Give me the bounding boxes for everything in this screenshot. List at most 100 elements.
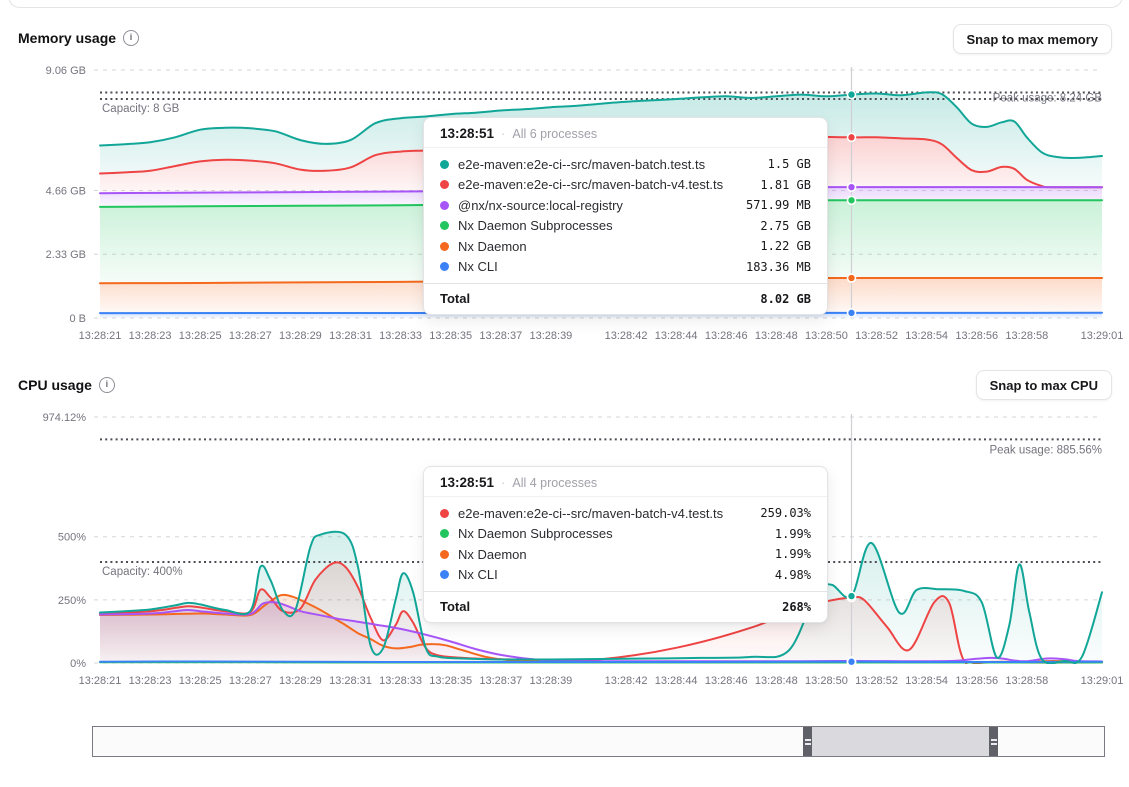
- tooltip-total-row: Total 268%: [424, 591, 827, 622]
- series-line-maven-batch-test: [99, 530, 1103, 664]
- x-axis-label: 13:28:56: [955, 675, 998, 687]
- process-name: Nx Daemon: [458, 238, 527, 254]
- x-axis-label: 13:28:39: [529, 330, 572, 342]
- cpu-info-icon[interactable]: i: [98, 377, 115, 393]
- tooltip-separator-dot: ·: [501, 126, 506, 141]
- x-axis-label: 13:28:39: [529, 675, 572, 687]
- tooltip-process-row: Nx CLI 4.98%: [440, 565, 811, 586]
- tooltip-header: 13:28:51 · All 6 processes: [424, 118, 827, 148]
- x-axis-label: 13:28:31: [329, 330, 372, 342]
- peak-usage-label: Peak usage: 885.56%: [989, 444, 1102, 456]
- x-axis-label: 13:28:35: [429, 330, 472, 342]
- tooltip-body: e2e-maven:e2e-ci--src/maven-batch-v4.tes…: [424, 497, 827, 591]
- series-color-bullet: [440, 529, 449, 539]
- series-color-bullet: [440, 221, 449, 231]
- tooltip-process-row: e2e-maven:e2e-ci--src/maven-batch-v4.tes…: [440, 175, 811, 196]
- x-axis-label: 13:28:29: [279, 675, 322, 687]
- process-value: 1.99%: [774, 526, 811, 541]
- tooltip-process-row: e2e-maven:e2e-ci--src/maven-batch.test.t…: [440, 154, 811, 175]
- x-axis-label: 13:28:27: [229, 675, 272, 687]
- hover-dot-maven-batch-test: [846, 591, 857, 601]
- hover-dot-cli: [846, 308, 857, 318]
- x-axis-label: 13:29:01: [1081, 675, 1124, 687]
- tooltip-process-row: Nx Daemon Subprocesses 1.99%: [440, 524, 811, 545]
- brush-handle-left[interactable]: [803, 727, 812, 756]
- series-color-bullet: [440, 159, 449, 169]
- x-axis-label: 13:28:23: [129, 330, 172, 342]
- series-line-cli: [99, 660, 1103, 663]
- x-axis-label: 13:28:35: [429, 675, 472, 687]
- top-card-bottom-edge: [8, 0, 1123, 8]
- x-axis-label: 13:28:37: [479, 675, 522, 687]
- y-axis-label: 4.66 GB: [46, 185, 86, 197]
- memory-hover-tooltip: 13:28:51 · All 6 processes e2e-maven:e2e-ci…: [423, 117, 828, 315]
- x-axis-label: 13:28:25: [179, 675, 222, 687]
- tooltip-process-row: Nx Daemon 1.99%: [440, 544, 811, 565]
- cpu-usage-header: CPU usage i: [18, 377, 115, 393]
- x-axis-label: 13:28:44: [655, 330, 698, 342]
- y-axis-label: 250%: [58, 595, 86, 607]
- brush-handle-right[interactable]: [989, 727, 998, 756]
- x-axis-label: 13:29:01: [1081, 330, 1124, 342]
- x-axis-label: 13:28:42: [605, 675, 648, 687]
- brush-selection[interactable]: [803, 727, 998, 756]
- series-color-bullet: [440, 241, 449, 251]
- tooltip-process-row: Nx CLI 183.36 MB: [440, 257, 811, 278]
- y-axis-label: 500%: [58, 532, 86, 544]
- snap-to-max-memory-button[interactable]: Snap to max memory: [952, 24, 1112, 54]
- hover-dot-local-registry: [846, 182, 857, 192]
- tooltip-header: 13:28:51 · All 4 processes: [424, 467, 827, 497]
- y-axis-label: 974.12%: [43, 412, 87, 424]
- x-axis-label: 13:28:42: [605, 330, 648, 342]
- tooltip-process-row: @nx/nx-source:local-registry 571.99 MB: [440, 195, 811, 216]
- x-axis-label: 13:28:48: [755, 675, 798, 687]
- total-label: Total: [440, 291, 471, 306]
- series-color-bullet: [440, 570, 449, 580]
- timeline-brush[interactable]: [92, 726, 1105, 757]
- y-axis-label: 0%: [70, 658, 86, 670]
- hover-dot-maven-batch-test: [846, 89, 857, 100]
- tooltip-time: 13:28:51: [440, 475, 495, 490]
- process-value: 1.81 GB: [760, 177, 811, 192]
- memory-usage-title: Memory usage: [18, 30, 117, 46]
- process-value: 183.36 MB: [745, 259, 811, 274]
- memory-info-icon[interactable]: i: [123, 30, 140, 46]
- series-color-bullet: [440, 200, 449, 210]
- snap-to-max-cpu-button[interactable]: Snap to max CPU: [975, 370, 1112, 400]
- x-axis-label: 13:28:33: [379, 675, 422, 687]
- total-label: Total: [440, 599, 471, 614]
- hover-dot-cli: [846, 656, 857, 667]
- process-value: 1.99%: [774, 547, 811, 562]
- x-axis-label: 13:28:44: [655, 675, 698, 687]
- x-axis-label: 13:28:37: [479, 330, 522, 342]
- x-axis-label: 13:28:23: [129, 675, 172, 687]
- process-name: Nx Daemon: [458, 546, 527, 562]
- tooltip-scope: All 4 processes: [512, 475, 598, 490]
- y-axis-label: 2.33 GB: [46, 249, 86, 261]
- process-value: 4.98%: [774, 567, 811, 582]
- x-axis-label: 13:28:25: [179, 330, 222, 342]
- tooltip-process-row: Nx Daemon Subprocesses 2.75 GB: [440, 216, 811, 237]
- process-name: Nx CLI: [458, 567, 498, 583]
- x-axis-label: 13:28:52: [855, 330, 898, 342]
- x-axis-label: 13:28:46: [705, 675, 748, 687]
- x-axis-label: 13:28:21: [79, 330, 122, 342]
- x-axis-label: 13:28:31: [329, 675, 372, 687]
- tooltip-scope: All 6 processes: [512, 126, 598, 141]
- tooltip-separator-dot: ·: [501, 475, 506, 490]
- y-axis-label: 9.06 GB: [46, 65, 86, 77]
- x-axis-label: 13:28:50: [805, 330, 848, 342]
- process-name: Nx CLI: [458, 259, 498, 275]
- process-name: Nx Daemon Subprocesses: [458, 526, 613, 542]
- memory-usage-header: Memory usage i: [18, 30, 140, 46]
- hover-dot-daemon: [846, 273, 857, 283]
- tooltip-process-row: e2e-maven:e2e-ci--src/maven-batch-v4.tes…: [440, 503, 811, 524]
- x-axis-label: 13:28:52: [855, 675, 898, 687]
- process-value: 2.75 GB: [760, 218, 811, 233]
- capacity-label: Capacity: 400%: [102, 566, 183, 578]
- series-color-bullet: [440, 549, 449, 559]
- x-axis-label: 13:28:21: [79, 675, 122, 687]
- x-axis-label: 13:28:50: [805, 675, 848, 687]
- cpu-usage-title: CPU usage: [18, 377, 92, 393]
